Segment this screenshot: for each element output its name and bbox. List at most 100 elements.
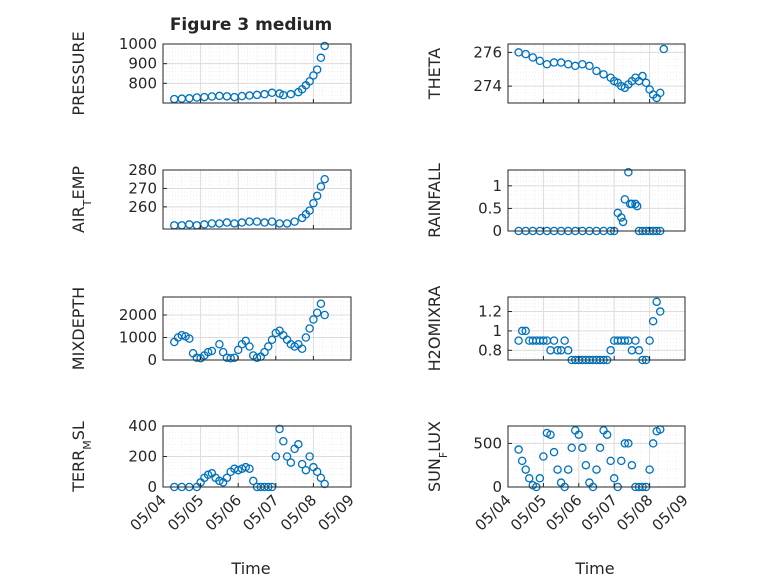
data-point <box>659 44 669 54</box>
axes-box <box>507 296 686 361</box>
y-axis-title: AIRTEMP <box>69 166 94 233</box>
data-point <box>320 479 329 489</box>
data-point <box>632 201 642 211</box>
y-axis-title: SUNFLUX <box>425 421 450 492</box>
data-point <box>585 61 594 71</box>
data-point <box>316 182 326 191</box>
data-point <box>218 347 228 357</box>
x-axis-title-right: Time <box>574 559 614 578</box>
data-point <box>549 447 559 457</box>
data-point <box>252 353 262 362</box>
data-point <box>279 436 288 446</box>
axes-box <box>162 43 352 104</box>
data-point <box>312 191 322 201</box>
data-point <box>294 440 303 449</box>
data-point <box>312 65 322 74</box>
data-point <box>248 476 258 486</box>
y-tick-label: 0.5 <box>478 199 502 217</box>
data-point <box>309 71 318 80</box>
data-point <box>316 473 326 483</box>
data-point <box>641 78 651 88</box>
data-point <box>275 89 284 98</box>
data-point <box>275 424 284 434</box>
data-point <box>617 456 626 466</box>
data-point <box>222 473 232 483</box>
data-point <box>620 195 630 204</box>
data-point <box>203 347 213 357</box>
y-tick-label: 400 <box>128 417 157 435</box>
data-point <box>177 330 187 340</box>
data-point <box>297 344 307 353</box>
y-tick-label: 274 <box>473 77 502 95</box>
y-tick-label: 0 <box>147 351 157 369</box>
data-point <box>595 443 605 453</box>
data-point <box>648 316 658 326</box>
data-point <box>627 460 637 470</box>
data-point <box>617 213 626 222</box>
data-point <box>567 443 576 453</box>
data-point <box>267 335 277 344</box>
data-point <box>290 217 299 226</box>
data-point <box>517 326 527 336</box>
data-point <box>185 334 194 343</box>
data-point <box>592 465 601 474</box>
data-point <box>320 174 329 184</box>
y-axis-title: MIXDEPTH <box>69 287 88 370</box>
y-tick-label: 1.2 <box>478 303 502 321</box>
data-point <box>316 53 326 63</box>
data-point <box>316 299 326 308</box>
data-point <box>521 49 530 59</box>
data-point <box>563 346 573 355</box>
data-point <box>267 217 277 226</box>
plot-area <box>163 44 351 103</box>
y-axis-title: RAINFALL <box>425 163 444 238</box>
data-point <box>539 452 548 461</box>
data-point <box>312 308 322 317</box>
data-point <box>624 168 633 177</box>
y-tick-label: 1 <box>492 322 502 340</box>
data-point <box>581 460 591 470</box>
data-point <box>241 336 250 346</box>
axes-box <box>162 296 352 361</box>
axes-box <box>162 169 352 230</box>
data-point <box>618 217 628 227</box>
data-point <box>301 333 311 342</box>
figure-title: Figure 3 medium <box>170 15 332 35</box>
data-point <box>624 439 633 448</box>
y-tick-label: 280 <box>128 161 157 179</box>
data-point <box>233 345 243 355</box>
y-tick-label: 1 <box>492 177 502 195</box>
data-point <box>233 465 243 475</box>
data-point <box>631 336 640 345</box>
y-axis-title: THETA <box>425 48 444 100</box>
data-point <box>282 452 292 461</box>
data-point <box>638 71 647 81</box>
data-point <box>305 77 314 86</box>
data-point <box>226 353 235 363</box>
data-point <box>215 476 224 486</box>
y-tick-label: 0 <box>492 478 502 496</box>
data-point <box>312 467 322 476</box>
data-point <box>574 430 584 439</box>
data-point <box>517 456 527 466</box>
y-tick-label: 260 <box>128 198 157 216</box>
subplot-rainfall: 0 0.5 1 RAINFALL <box>425 163 686 240</box>
data-point <box>309 315 318 324</box>
data-point <box>241 462 250 472</box>
data-point <box>535 474 545 483</box>
data-point <box>521 326 530 336</box>
data-point <box>245 464 254 473</box>
subplot-theta: 274 276 THETA <box>425 43 686 104</box>
data-point <box>305 452 314 461</box>
y-tick-label: 500 <box>473 434 502 452</box>
data-point <box>245 342 254 351</box>
data-point <box>606 346 615 355</box>
data-point <box>286 89 296 99</box>
data-point <box>215 339 224 349</box>
data-point <box>553 346 562 355</box>
y-tick-label: 1000 <box>119 35 157 53</box>
